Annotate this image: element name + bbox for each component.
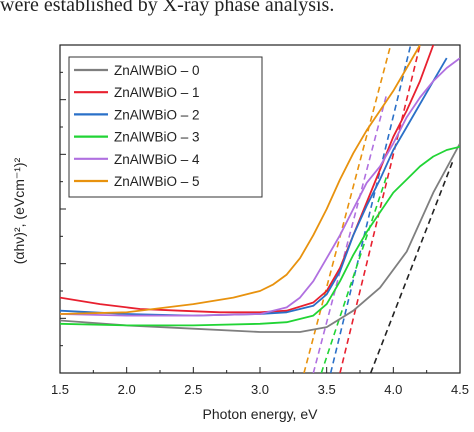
series-line (60, 57, 460, 317)
tangent-line (369, 159, 455, 373)
legend-label: ZnAlWBiO – 5 (114, 174, 200, 189)
y-axis (60, 44, 66, 374)
x-axis-title: Photon energy, eV (203, 406, 319, 422)
x-tick-label: 4.5 (451, 382, 469, 397)
legend-label: ZnAlWBiO – 2 (114, 107, 200, 122)
legend: ZnAlWBiO – 0 ZnAlWBiO – 1 ZnAlWBiO – 2 ZnAl… (68, 56, 263, 198)
tangent-line (312, 93, 388, 373)
x-tick-label: 2.0 (118, 382, 136, 397)
series-line (60, 45, 421, 315)
tangent-line (303, 45, 392, 373)
tangent-line (339, 45, 421, 373)
series-line (60, 45, 435, 314)
tangent-line (329, 45, 412, 373)
series-line (60, 145, 460, 327)
x-tick-label: 3.0 (251, 382, 269, 397)
legend-box (68, 56, 263, 198)
legend-label: ZnAlWBiO – 0 (114, 63, 200, 78)
y-axis-title: (αhν)², (eVcm⁻¹)² (11, 157, 27, 264)
legend-label: ZnAlWBiO – 1 (114, 85, 200, 100)
x-tick-label: 4.0 (384, 382, 402, 397)
x-axis: 1.5 2.0 2.5 3.0 3.5 4.0 4.5 (51, 367, 469, 397)
x-tick-label: 2.5 (184, 382, 202, 397)
series-line (60, 142, 460, 333)
tangent-line (320, 175, 388, 373)
plot-area (59, 44, 461, 374)
legend-label: ZnAlWBiO – 4 (114, 152, 200, 167)
x-tick-label: 1.5 (51, 382, 69, 397)
x-tick-label: 3.5 (318, 382, 336, 397)
page-heading-fragment: were established by X-ray phase analysis… (0, 0, 335, 16)
legend-label: ZnAlWBiO – 3 (114, 130, 200, 145)
